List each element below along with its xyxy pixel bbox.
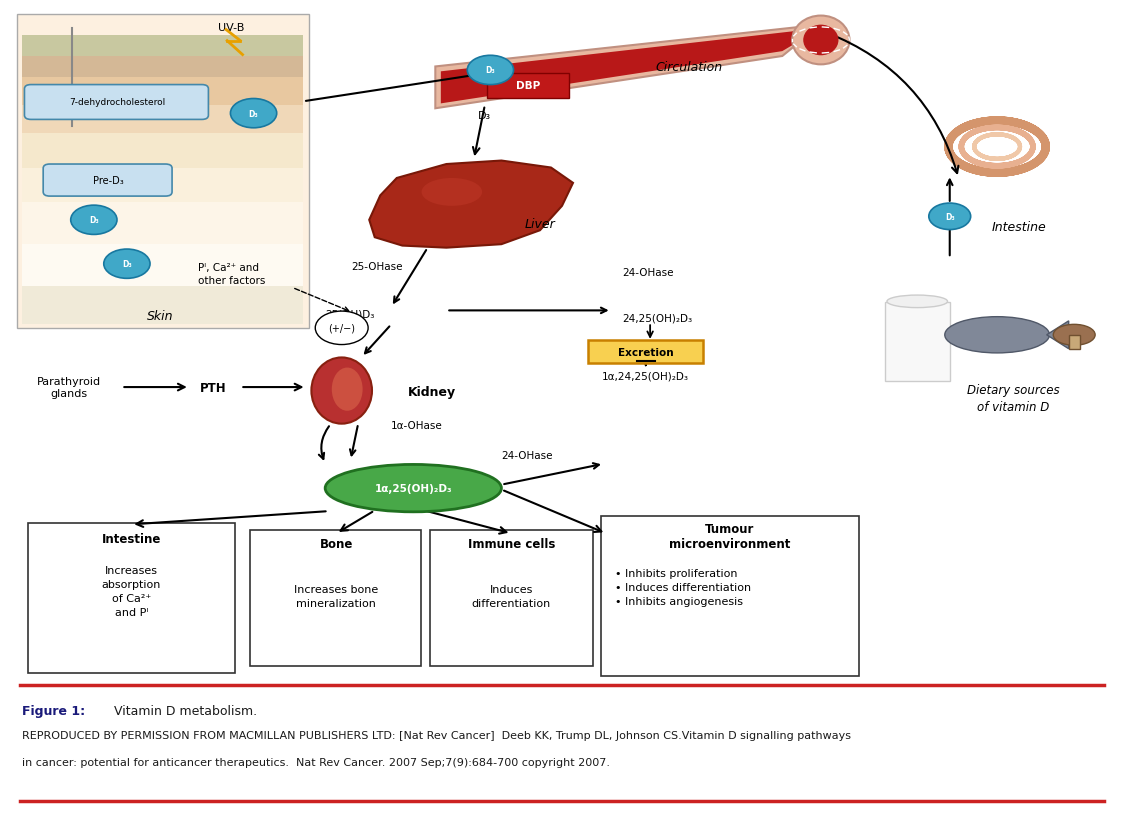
Text: D₃: D₃ [248,110,259,119]
Bar [22,245,303,287]
Text: Immune cells: Immune cells [468,538,555,550]
Ellipse shape [1053,325,1095,346]
Text: DBP: DBP [516,81,540,91]
Text: Vitamin D metabolism.: Vitamin D metabolism. [110,704,257,717]
Text: D₃: D₃ [89,216,99,225]
Bar [22,169,303,203]
Bar [22,57,303,78]
Text: Pre-D₃: Pre-D₃ [93,176,124,186]
Text: 24,25(OH)₂D₃: 24,25(OH)₂D₃ [623,313,692,323]
Text: PTH: PTH [199,381,226,394]
Ellipse shape [422,179,482,206]
Text: Skin: Skin [147,309,173,322]
Text: Bone: Bone [319,538,353,550]
FancyBboxPatch shape [28,523,235,673]
Text: Induces
differentiation: Induces differentiation [472,585,551,609]
Text: D₃: D₃ [123,260,132,269]
Bar [22,203,303,245]
Ellipse shape [332,368,363,411]
FancyBboxPatch shape [25,85,208,120]
Ellipse shape [945,317,1050,354]
Text: Figure 1:: Figure 1: [22,704,85,717]
Circle shape [230,99,277,129]
Polygon shape [435,25,821,109]
Text: Intestine: Intestine [991,221,1046,234]
Circle shape [468,57,514,85]
Polygon shape [441,29,821,104]
Text: Circulation: Circulation [655,61,723,74]
Polygon shape [369,161,573,248]
Text: 25(OH)D₃: 25(OH)D₃ [325,310,374,319]
Text: • Inhibits proliferation
• Induces differentiation
• Inhibits angiogenesis: • Inhibits proliferation • Induces diffe… [615,568,751,606]
FancyBboxPatch shape [251,531,422,666]
Circle shape [315,312,369,345]
Text: REPRODUCED BY PERMISSION FROM MACMILLAN PUBLISHERS LTD: [Nat Rev Cancer]  Deeb K: REPRODUCED BY PERMISSION FROM MACMILLAN … [22,731,852,740]
Ellipse shape [804,25,839,57]
Ellipse shape [325,465,501,512]
Text: Tumour
microenvironment: Tumour microenvironment [669,522,790,550]
Text: 25-OHase: 25-OHase [351,262,402,272]
FancyBboxPatch shape [600,517,860,676]
Text: 24-OHase: 24-OHase [623,268,674,278]
Text: (+/−): (+/−) [328,324,355,333]
Text: UV-B: UV-B [218,23,245,33]
Text: Pᴵ, Ca²⁺ and
other factors: Pᴵ, Ca²⁺ and other factors [199,263,266,285]
Text: D₃: D₃ [479,111,491,121]
Bar [22,78,303,106]
Text: 1α-OHase: 1α-OHase [391,421,443,431]
Text: in cancer: potential for anticancer therapeutics.  Nat Rev Cancer. 2007 Sep;7(9): in cancer: potential for anticancer ther… [22,757,610,767]
Text: Increases
absorption
of Ca²⁺
and Pᴵ: Increases absorption of Ca²⁺ and Pᴵ [101,565,161,617]
FancyBboxPatch shape [43,165,172,197]
FancyBboxPatch shape [589,340,702,364]
Bar [22,133,303,169]
Circle shape [928,204,971,230]
Text: Excretion: Excretion [618,347,673,357]
Circle shape [71,206,117,235]
Ellipse shape [311,358,372,424]
Text: 7-dehydrocholesterol: 7-dehydrocholesterol [69,98,165,107]
Text: Parathyroid
glands: Parathyroid glands [36,377,100,399]
Text: Kidney: Kidney [408,386,456,399]
FancyBboxPatch shape [17,16,309,328]
Text: 1α,25(OH)₂D₃: 1α,25(OH)₂D₃ [374,483,452,494]
Text: D₃: D₃ [486,66,496,75]
Text: D₃: D₃ [945,213,954,221]
FancyBboxPatch shape [885,303,950,382]
Text: Intestine: Intestine [101,532,161,545]
Bar [22,106,303,133]
Ellipse shape [792,16,850,66]
Text: Increases bone
mineralization: Increases bone mineralization [294,585,379,609]
Bar [1069,336,1080,349]
Text: 24-OHase: 24-OHase [501,450,553,460]
Polygon shape [1046,321,1069,349]
Text: Dietary sources
of vitamin D: Dietary sources of vitamin D [968,383,1060,413]
Bar [22,36,303,57]
Bar [22,287,303,325]
FancyBboxPatch shape [429,531,592,666]
Text: Liver: Liver [525,218,555,230]
Text: 1α,24,25(OH)₂D₃: 1α,24,25(OH)₂D₃ [602,371,689,381]
FancyBboxPatch shape [487,74,569,99]
Circle shape [103,250,149,279]
Ellipse shape [887,296,948,308]
